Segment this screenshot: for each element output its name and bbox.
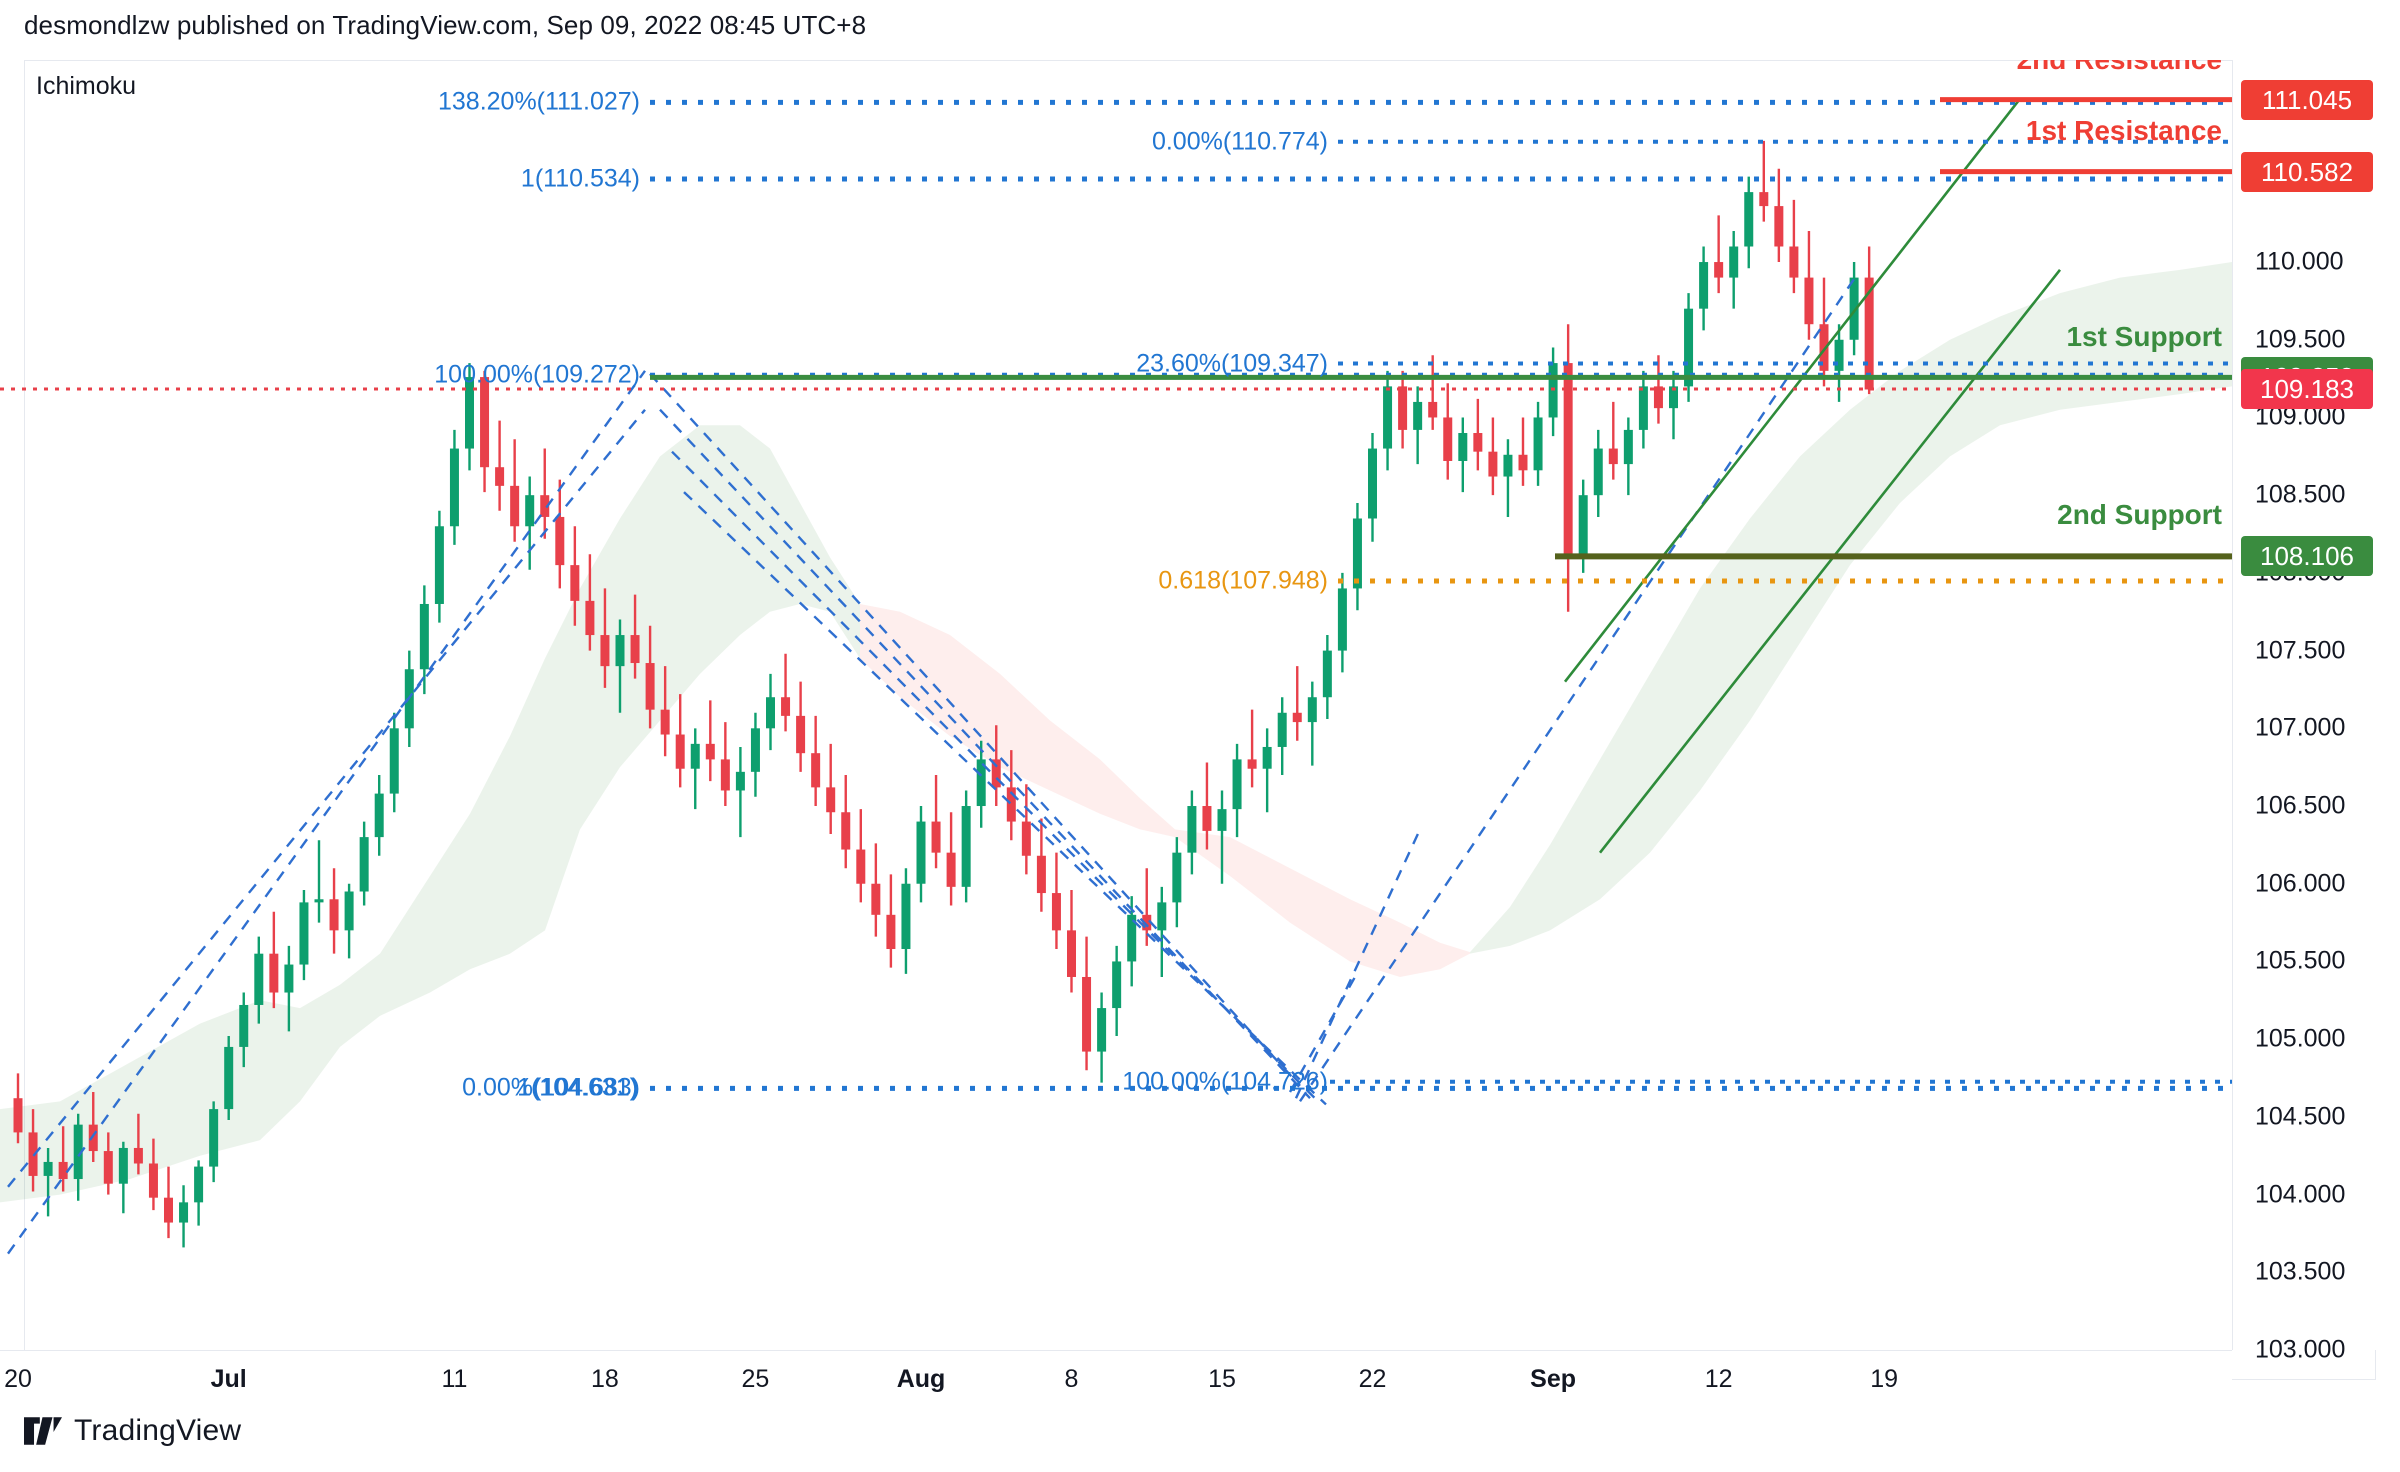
price-tick: 107.000	[2255, 713, 2346, 742]
channel-line	[1563, 98, 2022, 683]
tradingview-mark-icon	[24, 1417, 62, 1445]
price-tick: 103.000	[2255, 1335, 2346, 1364]
trendline-dashed	[1288, 976, 1357, 1093]
trendline-dashed	[7, 370, 646, 1255]
time-tick: 20	[4, 1365, 32, 1393]
price-tick: 105.500	[2255, 946, 2346, 975]
fib-label-138: 138.20%(111.027)	[437, 87, 640, 116]
chart-canvas	[0, 97, 2232, 1255]
chart-frame	[24, 60, 2376, 1380]
indicator-title: Ichimoku	[36, 72, 137, 100]
ichimoku-cloud-bullish	[1470, 262, 2232, 954]
fib-label-618: 0.618(107.948)	[1158, 566, 1328, 595]
price-tick: 108.500	[2255, 480, 2346, 509]
price-tick: 106.000	[2255, 869, 2346, 898]
time-tick: 25	[741, 1365, 770, 1393]
time-tick: 8	[1064, 1365, 1079, 1393]
price-tick: 110.000	[2255, 247, 2344, 276]
trendline-dashed	[7, 408, 646, 1188]
price-tag-support[interactable]: 108.106	[2241, 536, 2373, 577]
annotation-1st-support: 1st Support	[2066, 320, 2222, 352]
fib-label-100-low: 100.00%(104.726)	[1122, 1067, 1328, 1096]
fib-label-236: 23.60%(109.347)	[1136, 349, 1328, 378]
price-tick: 103.500	[2255, 1257, 2346, 1286]
fib-label-100: 100.00%(109.272)	[434, 360, 640, 389]
price-axis[interactable]: USD 111.000110.500110.000109.500109.0001…	[2232, 60, 2400, 1364]
fib-label-0: 0.00%(110.774)	[1151, 127, 1328, 156]
fib-label-1-low: 1(104.631)	[517, 1073, 638, 1102]
time-tick: 19	[1870, 1365, 1899, 1393]
time-tick: Jul	[210, 1365, 247, 1393]
price-tag-resistance[interactable]: 110.582	[2241, 151, 2373, 192]
chart-plot-area[interactable]: 138.20%(111.027) 0.00%(110.774) 1(110.534)…	[0, 60, 2232, 1350]
price-tick: 104.000	[2255, 1180, 2346, 1209]
ichimoku-cloud-bullish	[545, 425, 860, 931]
trendline-dashed	[1294, 828, 1422, 1099]
trendline-dashed	[1299, 276, 1856, 1102]
price-tick: 107.500	[2255, 636, 2346, 665]
time-tick: 15	[1208, 1365, 1236, 1393]
annotation-2nd-resistance: 2nd Resistance	[0, 60, 2230, 76]
time-tick: 18	[591, 1365, 619, 1393]
tradingview-wordmark: TradingView	[74, 1414, 242, 1447]
time-tick: 22	[1358, 1365, 1387, 1393]
price-tag-last-price[interactable]: 109.183	[2241, 369, 2373, 410]
fib-label-1: 1(110.534)	[520, 164, 640, 193]
fib-label-0-low: 0.00%(104.683)	[462, 1073, 640, 1102]
price-tick: 104.500	[2255, 1102, 2346, 1131]
time-tick: 11	[441, 1365, 468, 1393]
tradingview-logo[interactable]: TradingView	[24, 1414, 241, 1448]
trendline-dashed	[683, 491, 1327, 1106]
published-byline: desmondlzw published on TradingView.com,…	[24, 10, 867, 40]
ichimoku-cloud-bullish	[0, 658, 545, 1203]
price-tick: 105.000	[2255, 1024, 2346, 1053]
trendline-dashed	[649, 373, 1301, 1087]
ichimoku-cloud-bearish	[860, 603, 1175, 838]
time-tick: Sep	[1530, 1365, 1577, 1393]
price-tick: 109.500	[2255, 325, 2346, 354]
time-tick: Aug	[896, 1365, 946, 1393]
annotation-1st-resistance: 1st Resistance	[2025, 115, 2222, 147]
price-tag-resistance[interactable]: 111.045	[2241, 79, 2373, 120]
price-tick: 106.500	[2255, 791, 2346, 820]
ichimoku-cloud-bearish	[1175, 829, 1470, 977]
channel-line	[1598, 269, 2062, 854]
annotation-2nd-support: 2nd Support	[2057, 499, 2222, 531]
time-tick: 12	[1704, 1365, 1733, 1393]
time-axis[interactable]: 20 Jul 11 18 25 Aug 8 15 22 Sep 12 19	[0, 1350, 2232, 1411]
